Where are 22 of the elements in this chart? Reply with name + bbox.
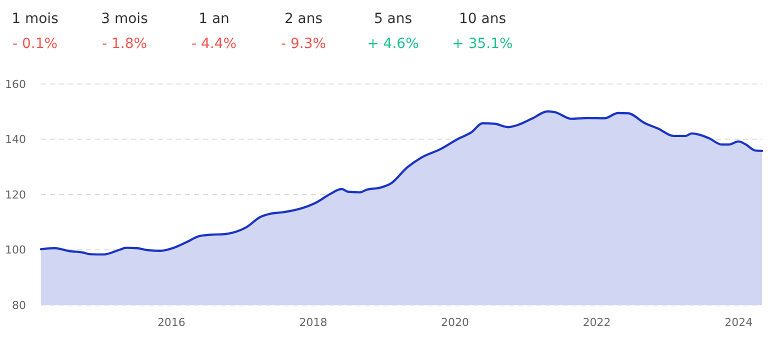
x-tick-label: 2016 [157,316,186,329]
x-tick-label: 2018 [299,316,328,329]
category-label: 2 ans [284,11,323,27]
data-label: + 35.1% [452,36,513,52]
data-label: - 1.8% [102,36,148,52]
category-label: 1 mois [12,11,58,27]
data-label: - 4.4% [191,36,237,52]
category-label: 1 an [198,11,230,27]
x-tick-label: 2024 [724,316,753,329]
data-label: + 4.6% [367,36,419,52]
x-tick-label: 2022 [582,316,611,329]
y-tick-label: 140 [5,133,26,146]
data-label: - 0.1% [12,36,58,52]
category-label: 10 ans [458,11,506,27]
data-label: - 9.3% [280,36,326,52]
x-tick-label: 2020 [441,316,470,329]
y-tick-label: 80 [12,298,26,312]
y-tick-label: 120 [5,188,26,202]
y-tick-label: 100 [5,244,26,257]
category-label: 5 ans [374,11,412,27]
category-label: 3 mois [101,11,148,27]
y-tick-label: 160 [5,78,26,91]
